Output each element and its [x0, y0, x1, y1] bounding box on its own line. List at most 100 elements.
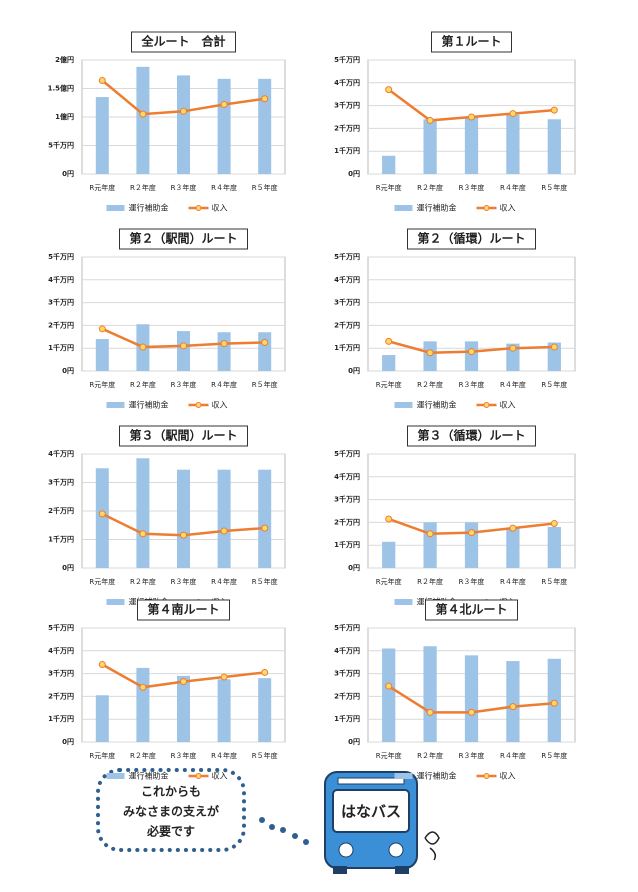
x-tick-label: R２年度	[130, 577, 156, 586]
bar	[217, 78, 231, 174]
headlight	[338, 842, 354, 858]
legend-swatch	[394, 402, 413, 408]
x-tick-label: R４年度	[211, 380, 237, 389]
x-tick-label: R３年度	[171, 183, 197, 192]
line-marker	[468, 113, 475, 121]
x-tick-label: R元年度	[376, 183, 402, 192]
y-tick-label: 4千万円	[48, 275, 74, 284]
y-tick-label: 5千万円	[48, 141, 74, 150]
x-tick-label: R元年度	[89, 751, 115, 760]
line-marker	[261, 668, 269, 676]
chart-title: 第２（循環）ルート	[417, 231, 525, 246]
legend-swatch	[106, 773, 125, 779]
y-tick-label: 1千万円	[48, 714, 74, 723]
bar	[136, 66, 150, 174]
speech-bubble	[96, 768, 246, 852]
chart-title: 第３（循環）ルート	[417, 428, 525, 443]
x-tick-label: R２年度	[130, 751, 156, 760]
title-box	[407, 228, 536, 250]
bar	[258, 678, 272, 742]
line-marker	[426, 708, 434, 716]
dot	[303, 839, 309, 845]
message-line: これからも	[141, 785, 201, 799]
x-tick-label: R２年度	[417, 751, 443, 760]
line-marker	[180, 678, 187, 686]
legend-label: 収入	[212, 771, 228, 781]
bus-window	[332, 789, 410, 833]
bar	[547, 119, 561, 174]
y-tick-label: 0円	[348, 367, 360, 375]
bar	[95, 468, 109, 568]
y-tick-label: 3千万円	[48, 298, 74, 307]
bar	[423, 119, 437, 174]
line-marker	[509, 524, 517, 532]
y-tick-label: 1千万円	[334, 540, 360, 549]
line-marker	[550, 699, 558, 707]
line-marker	[139, 683, 147, 691]
line-marker	[139, 530, 147, 538]
line-marker	[426, 116, 434, 124]
legend-swatch	[483, 773, 490, 779]
line-marker	[550, 343, 558, 351]
x-tick-label: R４年度	[211, 577, 237, 586]
message-line: 必要です	[146, 824, 195, 839]
line-marker	[385, 682, 393, 690]
y-tick-label: 1.5億円	[48, 84, 74, 93]
x-tick-label: R元年度	[376, 380, 402, 389]
bus-sign	[337, 777, 405, 785]
bar	[506, 661, 520, 742]
x-tick-label: R元年度	[89, 183, 115, 192]
line-marker	[261, 339, 269, 346]
line-marker	[385, 515, 393, 523]
x-tick-label: R元年度	[376, 751, 402, 760]
line-marker	[261, 524, 269, 532]
bar	[136, 667, 150, 742]
x-tick-label: R３年度	[459, 183, 485, 192]
line-marker	[139, 110, 147, 118]
title-box	[119, 425, 248, 447]
legend-label: 運行補助金	[129, 771, 169, 781]
chart-title: 第４北ルート	[435, 602, 507, 617]
bar	[547, 342, 561, 371]
x-tick-label: R元年度	[376, 577, 402, 586]
chart-title: 第２（駅間）ルート	[129, 231, 237, 246]
chart-title: 全ルート 合計	[140, 34, 225, 49]
bar	[464, 655, 479, 742]
legend-label: 運行補助金	[129, 400, 169, 410]
legend-label: 運行補助金	[417, 400, 457, 410]
title-box	[425, 599, 518, 621]
wheel	[333, 866, 347, 874]
legend-label: 運行補助金	[417, 771, 457, 781]
y-tick-label: 3千万円	[334, 101, 360, 110]
legend-label: 収入	[500, 400, 516, 410]
y-tick-label: 4千万円	[48, 646, 74, 655]
legend-swatch	[483, 402, 490, 408]
line-marker	[180, 107, 187, 115]
wheel	[395, 866, 409, 874]
x-tick-label: R３年度	[171, 380, 197, 389]
y-tick-label: 1億円	[55, 112, 74, 121]
y-tick-label: 0円	[62, 564, 74, 572]
y-tick-label: 4千万円	[334, 646, 360, 655]
message-line: みなさまの支えが	[123, 804, 219, 819]
legend-label: 収入	[500, 203, 516, 213]
title-box	[137, 599, 230, 621]
x-tick-label: R５年度	[252, 380, 278, 389]
dot	[292, 833, 298, 839]
y-tick-label: 2千万円	[48, 691, 74, 700]
legend-swatch	[195, 205, 202, 211]
title-box	[431, 31, 512, 53]
dot	[269, 824, 275, 830]
x-tick-label: R３年度	[459, 751, 485, 760]
line-marker	[426, 530, 434, 538]
line-marker	[98, 660, 106, 668]
bar	[177, 331, 190, 371]
line-marker	[98, 77, 106, 85]
bar	[506, 528, 520, 568]
x-tick-label: R３年度	[459, 380, 485, 389]
y-tick-label: 0円	[62, 738, 74, 746]
line-marker	[180, 531, 187, 539]
line-marker	[468, 529, 475, 537]
